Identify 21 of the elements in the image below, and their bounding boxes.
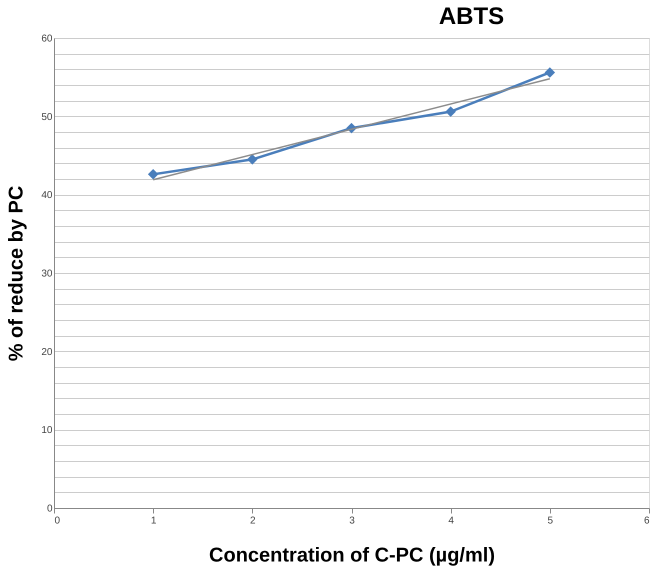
x-tick-label: 3 xyxy=(349,516,356,526)
y-axis-title: % of reduce by PC xyxy=(5,186,28,362)
y-tick-label: 20 xyxy=(41,346,53,358)
x-axis-title: Concentration of C-PC (µg/ml) xyxy=(209,544,495,566)
x-tick-label: 2 xyxy=(250,516,256,526)
x-tick-label: 4 xyxy=(448,516,454,526)
point xyxy=(445,106,456,117)
x-tick-label: 1 xyxy=(150,516,157,526)
chart-title: ABTS xyxy=(438,3,504,30)
x-tick-label: 0 xyxy=(54,516,60,526)
y-tick-label: 10 xyxy=(41,425,53,436)
y-tick-label: 50 xyxy=(41,112,53,123)
x-tick-label: 5 xyxy=(548,516,554,526)
point xyxy=(148,169,158,180)
y-tick-label: 30 xyxy=(41,268,53,280)
y-tick-label: 40 xyxy=(41,190,53,202)
point xyxy=(544,67,556,78)
point xyxy=(247,154,258,165)
x-tick-label: 6 xyxy=(644,516,650,526)
y-tick-label: 0 xyxy=(46,504,53,514)
y-tick-label: 60 xyxy=(41,34,53,44)
